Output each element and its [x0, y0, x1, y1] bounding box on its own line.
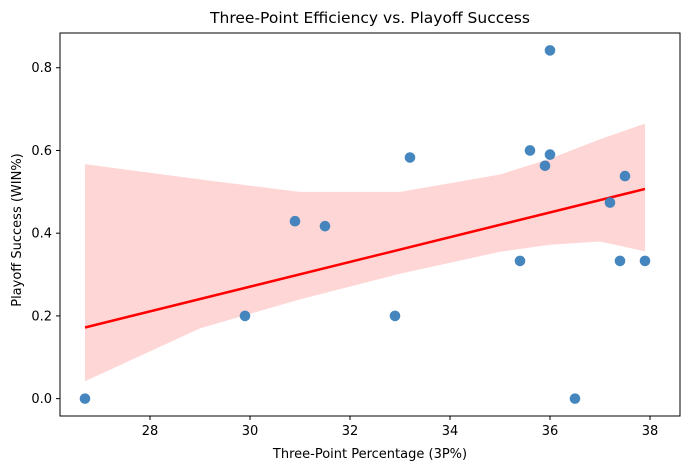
y-tick-label: 0.4 — [31, 227, 52, 242]
data-point — [619, 170, 631, 182]
y-tick-label: 0.0 — [31, 392, 52, 407]
data-point — [239, 310, 251, 322]
data-point — [79, 393, 91, 404]
data-point — [544, 149, 556, 160]
x-tick-label: 34 — [442, 424, 459, 439]
data-points-layer — [79, 45, 651, 404]
data-point — [389, 310, 401, 322]
data-point — [539, 160, 551, 172]
data-point — [614, 255, 626, 267]
y-tick-label: 0.2 — [31, 309, 52, 324]
data-point — [569, 393, 581, 404]
x-tick-label: 32 — [342, 424, 359, 439]
y-axis-label: Playoff Success (WIN%) — [10, 153, 25, 307]
data-point — [319, 220, 331, 232]
data-point — [604, 197, 616, 208]
data-point — [524, 145, 536, 156]
data-point — [639, 255, 651, 267]
x-tick-label: 36 — [542, 424, 559, 439]
confidence-band-layer — [85, 123, 645, 382]
x-tick-label: 28 — [142, 424, 159, 439]
plot-frame — [59, 32, 681, 417]
x-axis-label: Three-Point Percentage (3P%) — [272, 447, 467, 462]
y-tick-label: 0.6 — [31, 144, 52, 159]
confidence-band — [85, 123, 645, 382]
y-tick-label: 0.8 — [31, 61, 52, 76]
chart-title: Three-Point Efficiency vs. Playoff Succe… — [209, 9, 530, 27]
data-point — [514, 255, 526, 267]
data-point — [404, 152, 416, 163]
x-axis-ticks: 28 30 32 34 36 38 — [142, 416, 659, 439]
y-axis-ticks: 0.0 0.2 0.4 0.6 0.8 — [31, 61, 60, 407]
x-tick-label: 30 — [242, 424, 259, 439]
data-point — [289, 215, 301, 227]
regression-line — [84, 187, 646, 329]
data-point — [544, 45, 556, 56]
x-tick-label: 38 — [642, 424, 659, 439]
regression-line-layer — [84, 187, 646, 329]
